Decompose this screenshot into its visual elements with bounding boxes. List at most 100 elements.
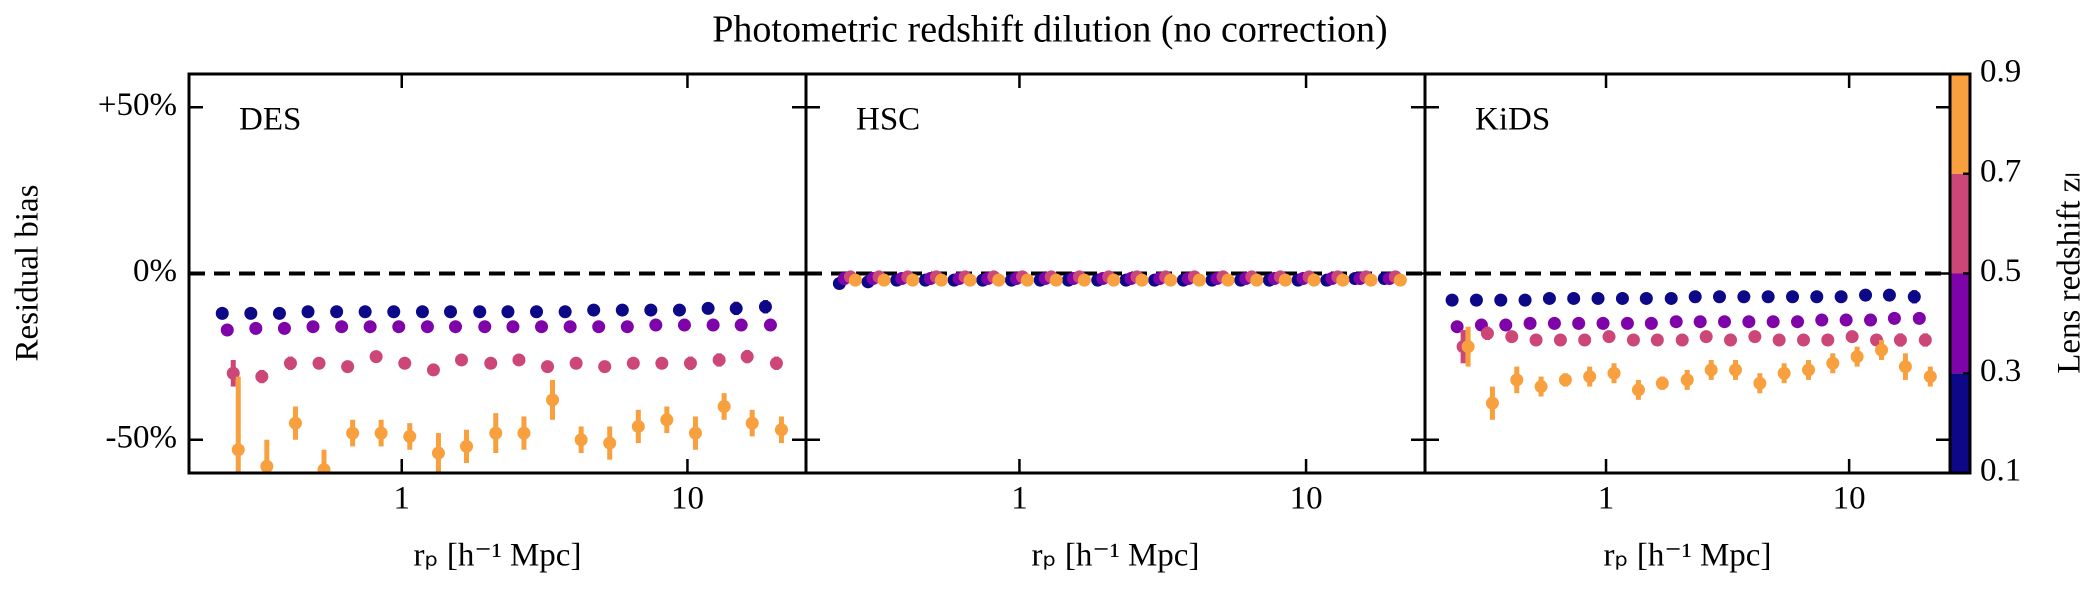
- data-point: [620, 320, 634, 334]
- data-point: [763, 318, 777, 332]
- data-point: [346, 426, 360, 440]
- data-point: [244, 306, 258, 320]
- data-point: [1882, 288, 1896, 302]
- data-point: [398, 356, 412, 370]
- data-point: [701, 301, 715, 315]
- data-point: [563, 320, 577, 334]
- data-point: [420, 320, 434, 334]
- data-point: [963, 273, 977, 287]
- data-point: [1761, 290, 1775, 304]
- data-point: [1631, 383, 1645, 397]
- data-point: [1620, 316, 1634, 330]
- data-point: [1510, 373, 1524, 387]
- data-point: [1558, 373, 1572, 387]
- data-point: [1547, 316, 1561, 330]
- data-point: [1839, 313, 1853, 327]
- data-point: [255, 370, 269, 384]
- x-tick-label: 10: [671, 481, 704, 517]
- data-point: [330, 305, 344, 319]
- data-point: [598, 360, 612, 374]
- data-point: [1718, 315, 1732, 329]
- data-point: [644, 303, 658, 317]
- panel-label: DES: [239, 102, 301, 138]
- y-axis-label: Residual bias: [10, 185, 46, 362]
- data-point: [1864, 313, 1878, 327]
- data-point: [306, 320, 320, 334]
- data-point: [277, 321, 291, 335]
- data-point: [1485, 396, 1499, 410]
- data-point: [1923, 370, 1937, 384]
- data-point: [215, 306, 229, 320]
- data-point: [1753, 376, 1767, 390]
- data-point: [1898, 360, 1912, 374]
- data-point: [1221, 273, 1235, 287]
- data-point: [530, 305, 544, 319]
- data-point: [992, 273, 1006, 287]
- data-point: [1859, 288, 1873, 302]
- data-point: [1907, 290, 1921, 304]
- data-point: [301, 305, 315, 319]
- data-point: [535, 320, 549, 334]
- data-point: [392, 320, 406, 334]
- data-point: [729, 301, 743, 315]
- data-point: [1699, 330, 1713, 344]
- data-point: [312, 356, 326, 370]
- data-point: [1834, 290, 1848, 304]
- data-point: [1307, 273, 1321, 287]
- data-point: [1607, 366, 1621, 380]
- data-point: [226, 366, 240, 380]
- data-point: [1639, 291, 1653, 305]
- data-point: [335, 320, 349, 334]
- data-point: [546, 393, 560, 407]
- data-point: [231, 443, 245, 457]
- data-point: [1777, 366, 1791, 380]
- data-point: [848, 273, 862, 287]
- data-point: [1797, 333, 1811, 347]
- data-point: [1650, 333, 1664, 347]
- data-point: [1748, 330, 1762, 344]
- x-tick-label: 10: [1290, 481, 1323, 517]
- data-point: [358, 305, 372, 319]
- data-point: [249, 321, 263, 335]
- plot-area: [806, 270, 1425, 290]
- data-point: [1845, 330, 1859, 344]
- data-point: [1523, 316, 1537, 330]
- data-point: [1791, 315, 1805, 329]
- data-point: [740, 350, 754, 364]
- data-point: [1534, 380, 1548, 394]
- data-point: [1578, 333, 1592, 347]
- colorbar-label: Lens redshift zₗ: [2052, 172, 2088, 374]
- panel-label: KiDS: [1475, 102, 1550, 138]
- data-point: [1553, 333, 1567, 347]
- data-point: [455, 353, 469, 367]
- data-point: [906, 273, 920, 287]
- data-point: [501, 305, 515, 319]
- data-point: [506, 320, 520, 334]
- data-point: [478, 320, 492, 334]
- data-point: [1737, 290, 1751, 304]
- colorbar-tick-label: 0.9: [1980, 54, 2021, 90]
- data-point: [317, 463, 331, 473]
- data-point: [712, 353, 726, 367]
- data-point: [1596, 316, 1610, 330]
- data-point: [1766, 315, 1780, 329]
- data-point: [1469, 293, 1483, 307]
- plot-area: [1425, 271, 1950, 420]
- data-point: [1826, 356, 1840, 370]
- data-point: [449, 320, 463, 334]
- data-point: [1542, 291, 1556, 305]
- x-tick-label: 1: [394, 481, 411, 517]
- data-point: [649, 318, 663, 332]
- data-point: [1655, 376, 1669, 390]
- data-point: [672, 303, 686, 317]
- data-point: [1821, 333, 1835, 347]
- colorbar-tick-label: 0.5: [1980, 253, 2021, 289]
- data-point: [1688, 290, 1702, 304]
- data-point: [1164, 273, 1178, 287]
- data-point: [484, 356, 498, 370]
- data-point: [1850, 350, 1864, 364]
- data-point: [558, 305, 572, 319]
- data-point: [1572, 316, 1586, 330]
- data-point: [1583, 370, 1597, 384]
